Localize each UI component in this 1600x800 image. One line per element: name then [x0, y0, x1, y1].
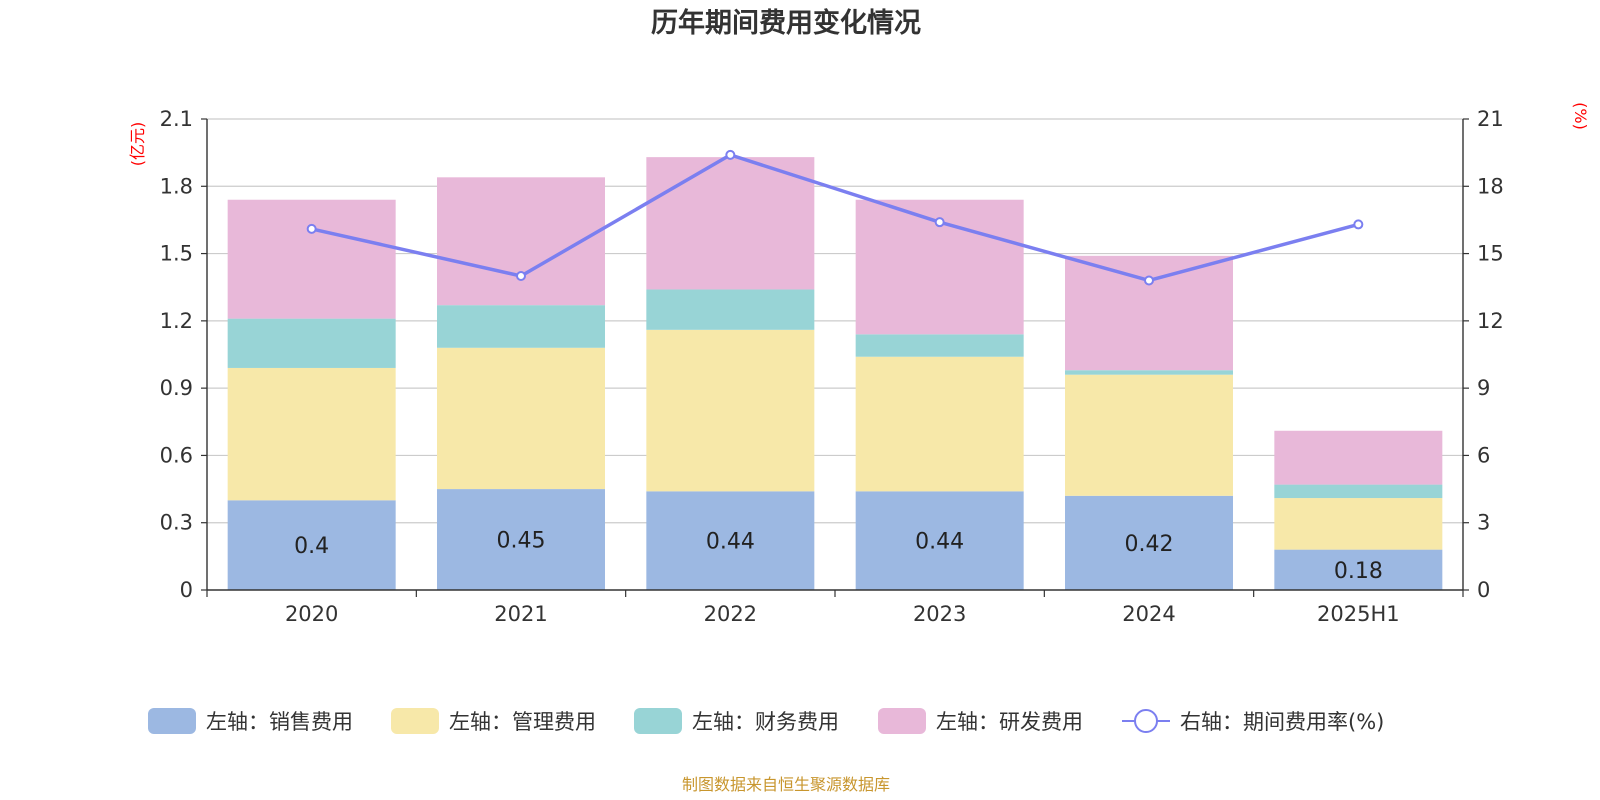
- bar-segment: [855, 491, 1024, 590]
- right-tick-label: 21: [1477, 107, 1504, 131]
- x-tick-label: 2021: [494, 602, 547, 626]
- right-tick-label: 0: [1477, 578, 1490, 602]
- chart-title: 历年期间费用变化情况: [651, 7, 921, 39]
- line-point: [516, 271, 526, 281]
- line-series: [311, 153, 1359, 283]
- legend-label: 左轴：销售费用: [206, 710, 353, 734]
- bar-value-label: 0.4: [294, 534, 329, 559]
- legend-swatch: [391, 708, 439, 734]
- right-tick-label: 3: [1477, 511, 1490, 535]
- left-axis-unit: (亿元): [128, 122, 147, 167]
- right-tick-label: 6: [1477, 443, 1490, 467]
- bar-segment: [437, 347, 605, 490]
- bar-segment: [855, 356, 1024, 492]
- bar-segment: [227, 199, 396, 319]
- bar-segment: [1065, 495, 1233, 590]
- bar-segment: [646, 491, 815, 590]
- right-tick-label: 15: [1477, 242, 1504, 266]
- data-source-note: 制图数据来自恒生聚源数据库: [682, 775, 890, 794]
- line-point: [1353, 219, 1364, 230]
- line-point: [1144, 275, 1154, 286]
- x-tick-label: 2025H1: [1317, 602, 1400, 626]
- bar-segment: [646, 157, 815, 290]
- bar-value-label: 0.44: [915, 530, 964, 555]
- bar-value-label: 0.44: [706, 530, 755, 555]
- right-tick-label: 18: [1477, 174, 1504, 198]
- stacked-bars: [227, 157, 1443, 590]
- legend-label: 左轴：财务费用: [692, 710, 839, 734]
- x-tick-label: 2020: [285, 602, 338, 626]
- bar-segment: [227, 367, 396, 501]
- bar-segment: [437, 177, 605, 306]
- legend-swatch: [878, 708, 926, 734]
- right-tick-label: 9: [1477, 376, 1490, 400]
- bar-segment: [1065, 255, 1233, 371]
- bar-segment: [227, 500, 396, 590]
- right-axis-unit: (%): [1571, 102, 1590, 130]
- legend-label: 左轴：研发费用: [936, 710, 1083, 734]
- left-tick-label: 0.3: [160, 511, 193, 535]
- legend-marker-swatch: [1134, 709, 1158, 733]
- data-labels: 0.4 0.45 0.44 0.44 0.42 0.18: [294, 529, 1383, 584]
- legend-swatch: [634, 708, 682, 734]
- bar-segment: [1065, 370, 1233, 375]
- bar-segment: [646, 329, 815, 492]
- bar-segment: [1274, 498, 1443, 550]
- x-tick-label: 2024: [1122, 602, 1175, 626]
- bar-segment: [1274, 430, 1443, 485]
- bar-segment: [646, 289, 815, 330]
- left-tick-label: 0: [180, 578, 193, 602]
- line-point: [934, 217, 945, 228]
- x-tick-label: 2022: [704, 602, 757, 626]
- bar-segment: [855, 334, 1024, 357]
- x-tick-label: 2023: [913, 602, 966, 626]
- line-point: [725, 149, 736, 160]
- legend-label: 右轴：期间费用率(%): [1180, 710, 1384, 734]
- bar-segment: [437, 489, 605, 590]
- expense-rate-line: [306, 149, 1364, 286]
- bar-value-label: 0.18: [1334, 559, 1383, 584]
- legend: 左轴：销售费用 左轴：管理费用 左轴：财务费用 左轴：研发费用 右轴：期间费用率(%): [148, 708, 1384, 734]
- bar-value-label: 0.45: [497, 529, 546, 554]
- line-point: [306, 223, 317, 234]
- bar-segment: [437, 305, 605, 348]
- legend-label: 左轴：管理费用: [449, 710, 596, 734]
- bar-segment: [1274, 549, 1443, 590]
- left-tick-label: 2.1: [160, 107, 193, 131]
- left-tick-label: 0.6: [160, 443, 193, 467]
- bar-segment: [1274, 484, 1443, 499]
- legend-swatch: [148, 708, 196, 734]
- axes: 0 0.3 0.6 0.9 1.2 1.5 1.8 2.1 0 3 6 9 12 15 18 21 2020 20…: [160, 107, 1504, 626]
- bar-segment: [1065, 374, 1233, 496]
- bar-segment: [227, 318, 396, 368]
- left-tick-label: 1.2: [160, 309, 193, 333]
- left-tick-label: 0.9: [160, 376, 193, 400]
- bar-value-label: 0.42: [1125, 532, 1174, 557]
- left-tick-label: 1.5: [160, 242, 193, 266]
- right-tick-label: 12: [1477, 309, 1504, 333]
- left-tick-label: 1.8: [160, 174, 193, 198]
